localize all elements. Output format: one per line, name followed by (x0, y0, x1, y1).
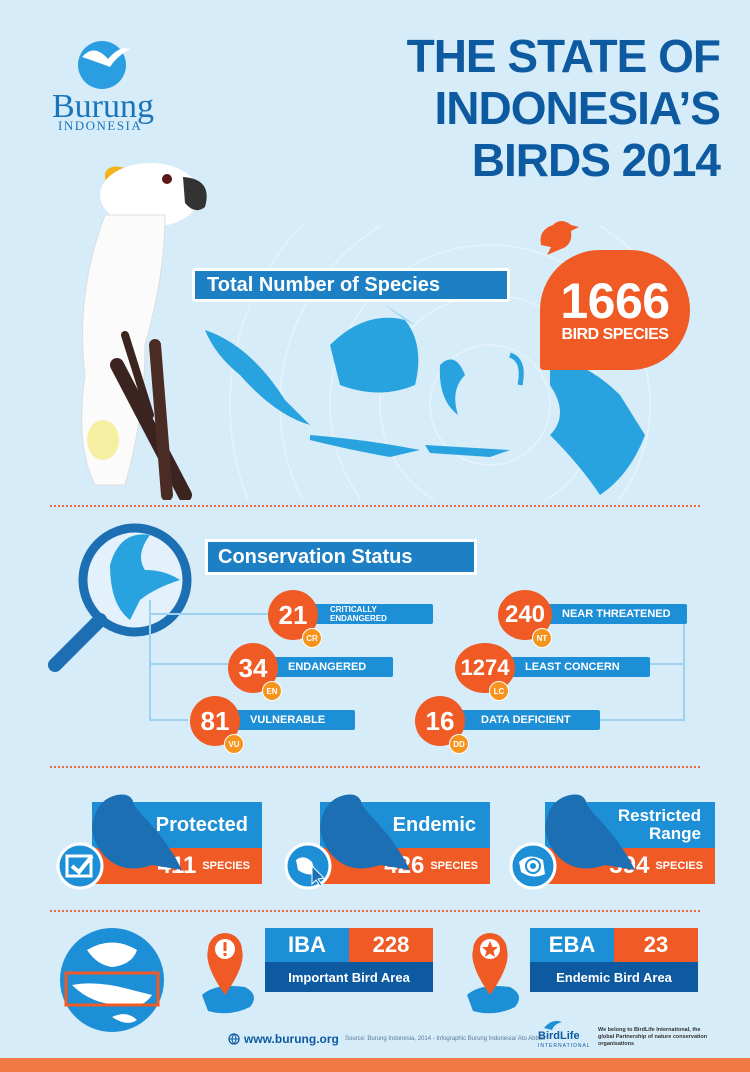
conservation-banner-label: Conservation Status (208, 542, 474, 572)
status-nt-code: NT (532, 628, 552, 648)
logo-bird-icon (78, 41, 130, 89)
category-protected-unit: SPECIES (202, 860, 250, 872)
category-endemic: Endemic 426SPECIES (280, 780, 490, 895)
iba-value: 228 (349, 928, 433, 962)
divider-2 (50, 766, 700, 768)
conservation-banner: Conservation Status (205, 539, 477, 575)
restricted-bird-icon (545, 794, 635, 870)
status-cr-code: CR (302, 628, 322, 648)
species-count-label: BIRD SPECIES (561, 326, 669, 343)
checkmark-icon (56, 842, 104, 890)
status-lc-code: LC (489, 681, 509, 701)
title-line-3: BIRDS 2014 (471, 134, 721, 186)
category-restricted-unit: SPECIES (655, 860, 703, 872)
status-connectors (149, 600, 685, 721)
species-count-badge: 1666 BIRD SPECIES (540, 250, 690, 370)
source-text: Source: Burung Indonesia, 2014 - Infogra… (345, 1036, 546, 1042)
eba-label: Endemic Bird Area (530, 962, 698, 992)
species-banner-label: Total Number of Species (195, 271, 507, 299)
target-map-icon (509, 842, 557, 890)
birdlife-name: BirdLife (538, 1030, 580, 1042)
logo-name: Burung (52, 88, 154, 125)
endemic-bird-icon (320, 794, 410, 870)
eba-header: EBA 23 (530, 928, 698, 962)
logo (40, 35, 180, 135)
birdlife-sub: INTERNATIONAL (538, 1043, 591, 1049)
status-vu-label: VULNERABLE (250, 714, 326, 726)
iba-header: IBA 228 (265, 928, 433, 962)
website-text: www.burung.org (244, 1032, 339, 1046)
birdlife-note: We belong to BirdLife International, the… (598, 1027, 708, 1047)
globe-map-icon (60, 928, 164, 1032)
globe-icon (228, 1033, 240, 1045)
status-lc-label: LEAST CONCERN (525, 661, 620, 673)
divider-3 (50, 910, 700, 912)
iba-box: IBA 228 Important Bird Area (265, 928, 433, 992)
indonesia-map (205, 225, 660, 500)
status-dd-label: DATA DEFICIENT (481, 714, 571, 726)
status-en-label: ENDANGERED (288, 661, 367, 673)
category-restricted-title-line1: Restricted (617, 806, 701, 825)
birdlife-logo-icon (544, 1020, 562, 1030)
map-cursor-icon (284, 842, 332, 890)
status-nt-bar: NEAR THREATENED (542, 604, 687, 624)
magnifier-bird-icon (48, 523, 192, 672)
eba-box: EBA 23 Endemic Bird Area (530, 928, 698, 992)
category-protected: Protected 411SPECIES (52, 780, 262, 895)
status-nt-label: NEAR THREATENED (562, 608, 671, 620)
iba-pin-icon (202, 933, 254, 1014)
iba-label: Important Bird Area (265, 962, 433, 992)
category-restricted: Restricted Range 394SPECIES (505, 780, 715, 895)
eba-code: EBA (530, 928, 614, 962)
title-line-2: INDONESIA’S (434, 82, 721, 134)
status-cr-bar: CRITICALLY ENDANGERED (308, 604, 433, 624)
small-bird-icon (540, 221, 579, 255)
status-dd-code: DD (449, 734, 469, 754)
footer-bar (0, 1058, 750, 1072)
cockatoo-illustration (81, 163, 207, 500)
protected-bird-icon (92, 794, 182, 870)
species-count: 1666 (560, 273, 670, 329)
divider-1 (50, 505, 700, 507)
status-en-bar: ENDANGERED (268, 657, 393, 677)
eba-value: 23 (614, 928, 698, 962)
title-line-1: THE STATE OF (406, 30, 721, 82)
category-restricted-title-line2: Range (649, 824, 701, 843)
status-en-code: EN (262, 681, 282, 701)
status-lc-bar: LEAST CONCERN (505, 657, 650, 677)
logo-subtitle: INDONESIA (58, 118, 143, 133)
category-endemic-unit: SPECIES (430, 860, 478, 872)
iba-code: IBA (265, 928, 349, 962)
eba-pin-icon (467, 933, 519, 1014)
status-dd-bar: DATA DEFICIENT (455, 710, 600, 730)
status-vu-code: VU (224, 734, 244, 754)
status-cr-label: CRITICALLY ENDANGERED (330, 605, 387, 623)
species-banner: Total Number of Species (192, 268, 510, 302)
status-vu-bar: VULNERABLE (230, 710, 355, 730)
website-link[interactable]: www.burung.org (228, 1032, 339, 1046)
page-title: THE STATE OF INDONESIA’S BIRDS 2014 (340, 30, 721, 186)
